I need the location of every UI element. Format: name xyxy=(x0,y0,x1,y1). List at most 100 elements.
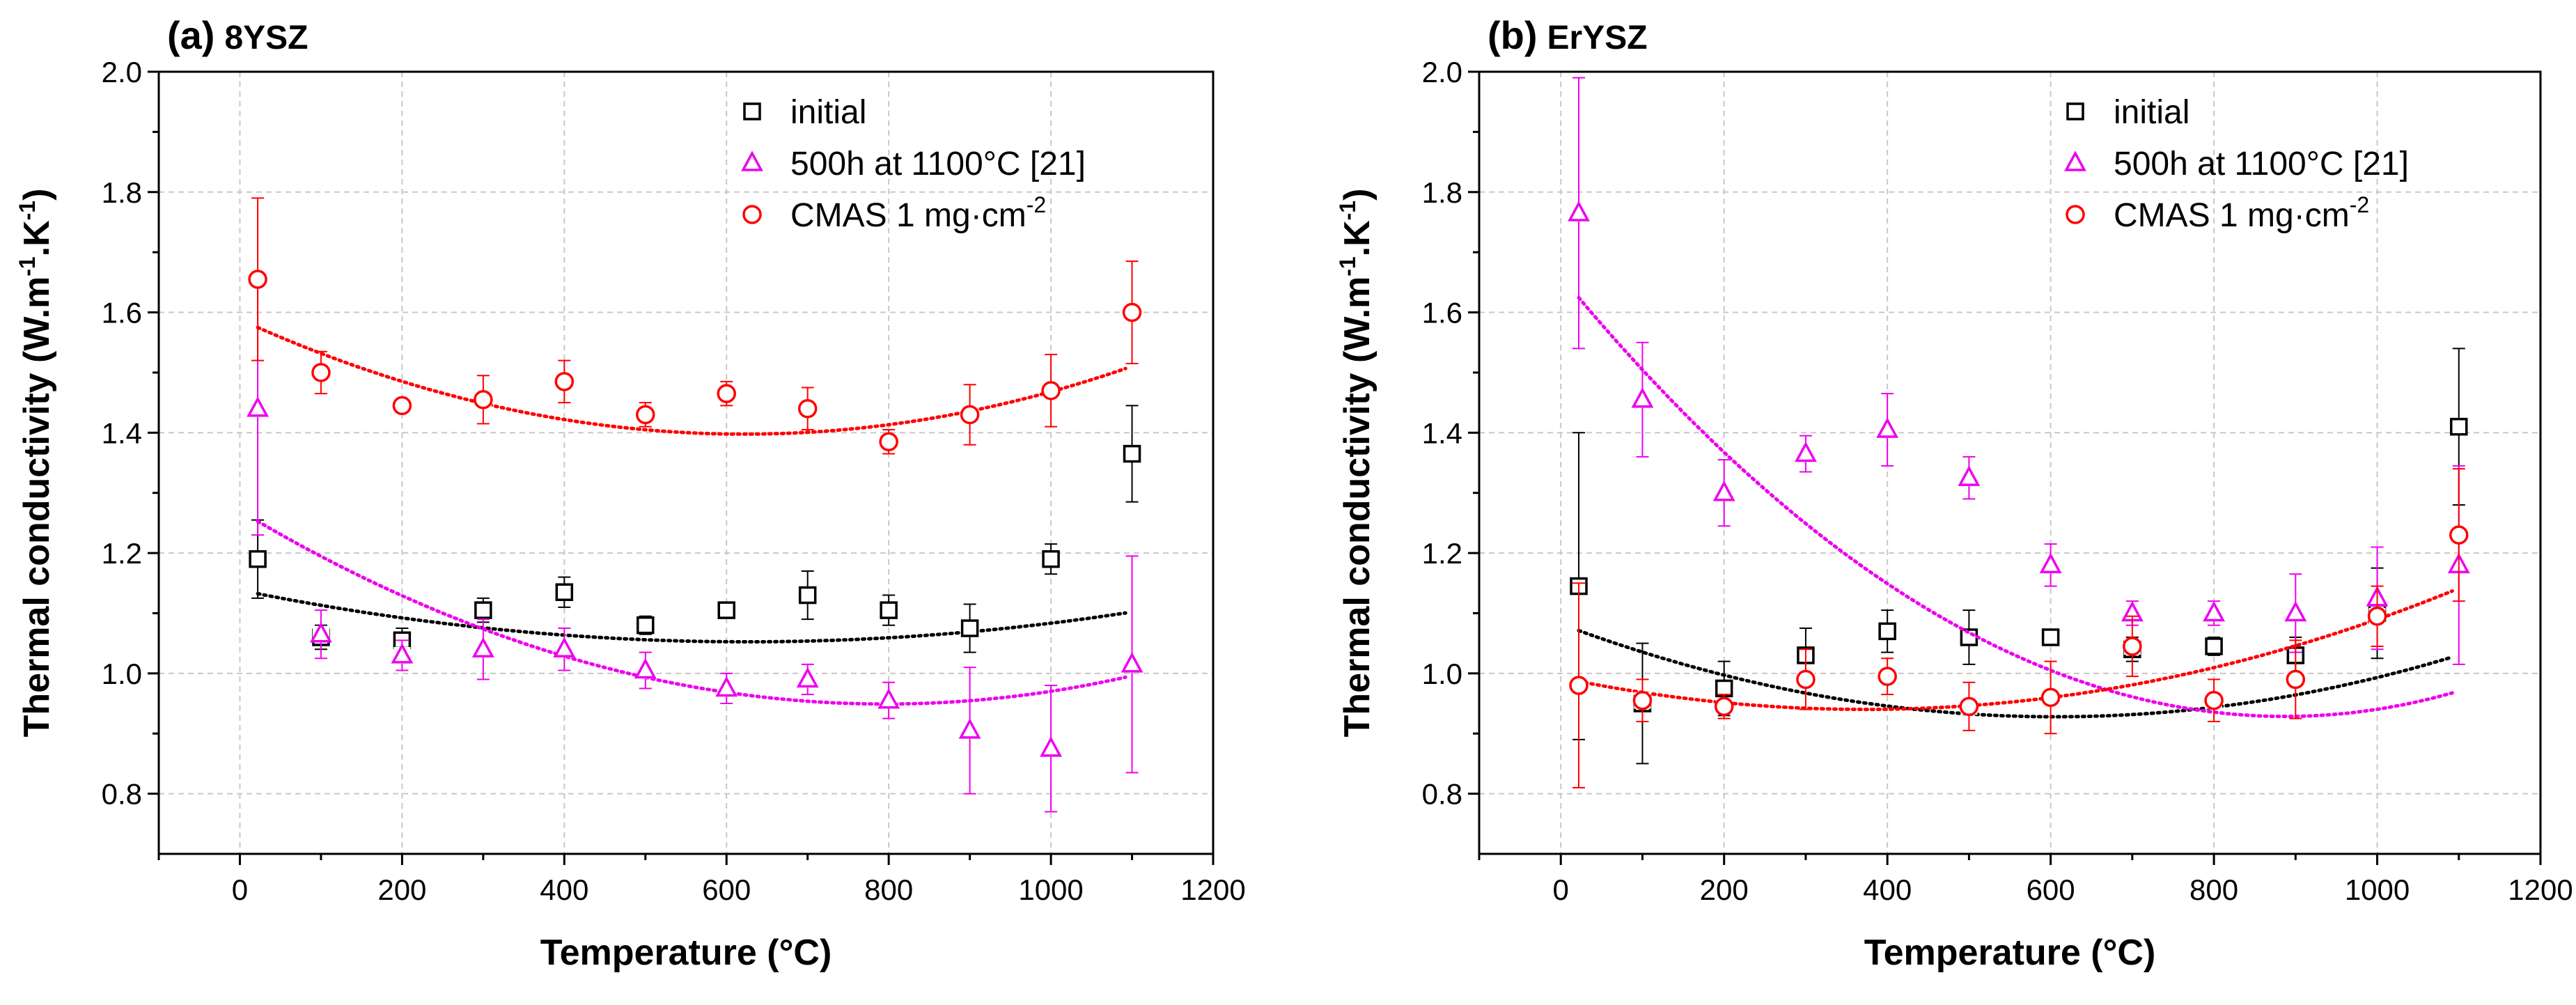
data-point xyxy=(796,667,819,688)
data-point xyxy=(797,399,818,419)
data-point xyxy=(1040,736,1063,757)
fit-curve xyxy=(256,520,1127,706)
marker-backing xyxy=(474,602,492,619)
legend-marker-square xyxy=(743,102,761,120)
y-tick-label: 1.8 xyxy=(102,176,142,209)
y-tick-label: 1.2 xyxy=(1422,537,1462,570)
x-tick-label: 0 xyxy=(1553,873,1569,906)
x-tick-label: 200 xyxy=(377,873,426,906)
legend-label: initial xyxy=(2114,94,2189,131)
data-point xyxy=(1878,622,1896,641)
data-point xyxy=(474,601,492,619)
marker-backing xyxy=(1043,550,1060,568)
fit-curve xyxy=(1577,295,2454,719)
series-triangle xyxy=(1568,77,2470,719)
marker-backing xyxy=(556,584,573,601)
data-point xyxy=(634,657,657,679)
fit-curve xyxy=(256,325,1127,436)
data-point xyxy=(1121,652,1143,673)
y-tick-label: 1.2 xyxy=(102,537,142,570)
legend-label: initial xyxy=(790,94,866,131)
data-point xyxy=(1958,465,1981,486)
y-tick-label: 0.8 xyxy=(102,778,142,811)
marker-backing xyxy=(2450,418,2467,435)
data-point xyxy=(2204,690,2224,710)
data-point xyxy=(2205,637,2223,655)
legend-label: 500h at 1100°C [21] xyxy=(2114,146,2409,182)
y-axis-title-sup: -1 xyxy=(1335,201,1360,220)
data-point xyxy=(554,372,575,391)
legend-label-text: CMAS 1 mg·cm xyxy=(2114,197,2350,234)
series-triangle xyxy=(247,281,1143,813)
x-tick-label: 800 xyxy=(864,873,913,906)
marker-backing xyxy=(718,602,735,619)
data-point xyxy=(798,586,817,605)
y-axis-title-sup: -1 xyxy=(15,201,40,220)
panel-material: ErYSZ xyxy=(1547,20,1648,56)
x-axis-title: Temperature (°C) xyxy=(540,933,832,973)
y-axis-title-mid: .K xyxy=(17,220,57,256)
data-point xyxy=(1878,667,1897,686)
data-point xyxy=(1631,387,1654,408)
panel-material: 8YSZ xyxy=(224,20,308,56)
y-tick-label: 0.8 xyxy=(1422,778,1462,811)
data-point xyxy=(391,643,414,664)
data-point xyxy=(249,550,267,568)
data-point xyxy=(2284,600,2307,622)
x-tick-label: 1200 xyxy=(2508,873,2573,906)
fit-curve xyxy=(256,591,1127,644)
legend-label-sup: -2 xyxy=(2350,192,2369,217)
data-point xyxy=(1122,302,1142,322)
data-point xyxy=(392,396,412,416)
y-tick-label: 1.6 xyxy=(102,297,142,329)
data-point xyxy=(1041,381,1061,400)
x-tick-label: 400 xyxy=(1863,873,1912,906)
data-point xyxy=(2040,687,2061,708)
legend-label: 500h at 1100°C [21] xyxy=(790,146,1086,182)
marker-backing xyxy=(961,620,978,637)
y-tick-label: 1.4 xyxy=(102,416,142,449)
data-point xyxy=(958,718,981,739)
legend-label-text: CMAS 1 mg·cm xyxy=(790,197,1027,234)
data-point xyxy=(1568,201,1590,221)
legend-label-text: initial xyxy=(2114,94,2189,131)
legend-marker-circle xyxy=(2066,205,2085,224)
data-point xyxy=(717,384,736,403)
x-tick-label: 800 xyxy=(2189,873,2238,906)
panel-a-8ysz: 0 200 400 600 800 1000 1200 0.8 1.0 1.2 1.4 1.6 1.8 2… xyxy=(15,13,1246,973)
data-point xyxy=(1123,444,1141,463)
y-axis-title: Thermal conductivity (W.m-1.K-1) xyxy=(15,189,57,738)
y-tick-label: 1.8 xyxy=(1422,176,1462,209)
data-point xyxy=(471,637,494,658)
y-axis-title-main: Thermal conductivity (W.m xyxy=(17,276,57,738)
legend-marker-circle xyxy=(742,205,762,224)
x-tick-label: 1000 xyxy=(2345,873,2410,906)
y-axis-title-end: ) xyxy=(1337,189,1377,201)
y-axis-title-end: ) xyxy=(17,189,57,201)
marker-backing xyxy=(637,616,654,634)
gridlines xyxy=(159,72,1213,854)
y-tick-label: 2.0 xyxy=(102,56,142,88)
plot-frame xyxy=(1478,70,2542,855)
data-point xyxy=(880,601,898,619)
y-axis-title-sup: -1 xyxy=(1335,256,1360,276)
data-point xyxy=(555,583,574,601)
panel-title: (b) ErYSZ xyxy=(1488,13,1648,57)
y-tick-label: 2.0 xyxy=(1422,56,1462,88)
y-axis-title-sup: -1 xyxy=(15,256,40,276)
y-axis-title-main: Thermal conductivity (W.m xyxy=(1337,276,1377,738)
panel-title: (a) 8YSZ xyxy=(167,13,309,57)
legend: initial 500h at 1100°C [21] CMAS 1 mg·cm-2 xyxy=(2064,94,2409,234)
legend-marker-triangle xyxy=(2064,150,2086,171)
marker-backing xyxy=(249,550,267,568)
x-tick-label: 1000 xyxy=(1018,873,1083,906)
series-circle xyxy=(1569,468,2469,788)
y-tick-label: 1.4 xyxy=(1422,416,1462,449)
data-point xyxy=(2123,637,2142,656)
series-circle xyxy=(248,197,1142,455)
y-axis-title: Thermal conductivity (W.m-1.K-1) xyxy=(1335,189,1377,738)
data-point xyxy=(636,405,655,425)
x-axis-title: Temperature (°C) xyxy=(1864,933,2156,973)
x-tick-label: 200 xyxy=(1700,873,1749,906)
data-point xyxy=(1569,676,1588,695)
